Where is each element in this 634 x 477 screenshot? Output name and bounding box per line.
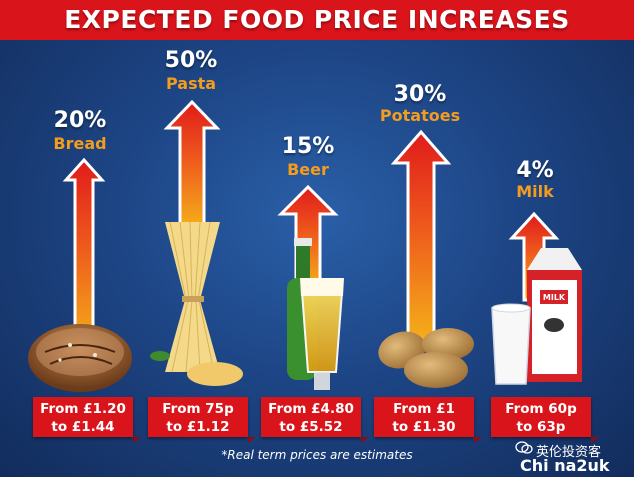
pasta-price-to: to £1.12	[166, 419, 230, 435]
milk-price-from: From 60p	[505, 401, 577, 417]
arrow-pasta	[163, 99, 221, 232]
beer-price-box: From £4.80 to £5.52	[261, 397, 369, 443]
bread-price-box: From £1.20 to £1.44	[33, 397, 141, 443]
pasta-percent: 50%	[164, 48, 218, 73]
beer-bottle-and-glass	[287, 238, 344, 390]
beer-price-from: From £4.80	[268, 401, 354, 417]
beer-price-to: to £5.52	[279, 419, 343, 435]
potatoes-price-to: to £1.30	[392, 419, 456, 435]
milk-glass-and-carton: MILK	[491, 248, 582, 385]
arrow-bread	[62, 157, 106, 354]
beer-percent: 15%	[281, 134, 335, 159]
pasta-price-box: From 75p to £1.12	[148, 397, 256, 443]
milk-price-to: to 63p	[516, 419, 566, 435]
page-title: EXPECTED FOOD PRICE INCREASES	[64, 5, 570, 34]
milk-label: Milk	[516, 182, 554, 201]
watermark-chinese: 英伦投资客	[536, 445, 602, 460]
bread-price-to: to £1.44	[51, 419, 115, 435]
footnote: *Real term prices are estimates	[221, 448, 413, 462]
wechat-icon	[515, 441, 533, 454]
potatoes-price-from: From £1	[393, 401, 455, 417]
potatoes-label: Potatoes	[379, 106, 461, 125]
potatoes-percent: 30%	[393, 82, 447, 107]
pasta-price-from: From 75p	[162, 401, 234, 417]
beer-label: Beer	[287, 160, 329, 179]
milk-price-box: From 60p to 63p	[491, 397, 599, 443]
pasta-bundle	[150, 221, 243, 386]
arrow-potatoes	[390, 129, 452, 347]
pasta-label: Pasta	[165, 74, 217, 93]
title-bar	[0, 0, 634, 40]
milk-percent: 4%	[516, 158, 554, 183]
bread-price-from: From £1.20	[40, 401, 126, 417]
potatoes	[378, 328, 474, 388]
bread-label: Bread	[53, 134, 107, 153]
bread-loaf	[28, 324, 132, 392]
potatoes-price-box: From £1 to £1.30	[374, 397, 482, 443]
milk-carton-label: MILK	[543, 293, 566, 302]
watermark-english: Chi na2uk	[520, 456, 610, 475]
bread-percent: 20%	[53, 108, 107, 133]
